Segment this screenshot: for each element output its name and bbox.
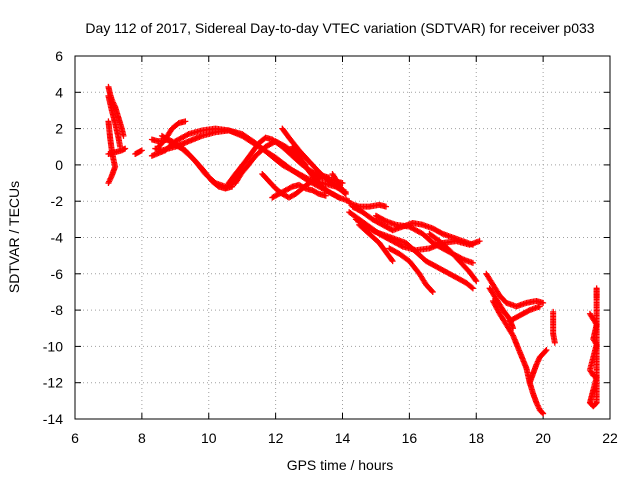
y-tick-label: -10 (43, 338, 63, 354)
chart-title: Day 112 of 2017, Sidereal Day-to-day VTE… (85, 20, 594, 36)
y-tick-label: 0 (55, 157, 63, 173)
data-point (120, 132, 127, 139)
data-point (593, 294, 600, 301)
series-pass-04 (105, 145, 129, 158)
data-point (525, 307, 532, 314)
series-pass-10 (158, 132, 236, 192)
data-point (469, 241, 476, 248)
data-point (314, 190, 321, 197)
data-point (381, 217, 388, 224)
data-point (469, 285, 476, 292)
data-point (438, 230, 445, 237)
series-pass-14 (269, 181, 329, 201)
series-pass-24 (386, 245, 436, 295)
y-tick-label: -6 (51, 266, 64, 282)
series-pass-25 (426, 230, 480, 285)
data-point (322, 192, 329, 199)
y-tick-label: -4 (51, 230, 64, 246)
data-point (469, 259, 476, 266)
x-tick-label: 6 (71, 430, 79, 446)
data-point (336, 194, 343, 201)
data-point (334, 193, 341, 200)
series-pass-01 (105, 83, 127, 139)
data-point (540, 299, 547, 306)
series-pass-16 (289, 143, 343, 201)
x-axis-label: GPS time / hours (287, 457, 394, 473)
series-pass-05 (132, 147, 145, 158)
series-pass-30 (526, 347, 550, 386)
data-point (540, 410, 547, 417)
data-point (473, 278, 480, 285)
y-tick-label: -8 (51, 302, 64, 318)
plot-frame (74, 55, 611, 420)
data-point (543, 347, 550, 354)
data-point (184, 131, 191, 138)
series-pass-21 (352, 216, 476, 292)
series-pass-02 (105, 92, 124, 150)
series-pass-15 (279, 125, 349, 197)
data-point (388, 256, 395, 263)
y-tick-label: -12 (43, 375, 63, 391)
y-tick-label: 4 (55, 84, 63, 100)
y-tick-label: 2 (55, 121, 63, 137)
series-pass-22 (356, 221, 396, 265)
data-point (138, 147, 145, 154)
x-tick-label: 16 (402, 430, 418, 446)
data-point (468, 284, 475, 291)
x-tick-label: 22 (602, 430, 618, 446)
series-pass-27 (486, 285, 517, 332)
x-tick-label: 10 (201, 430, 217, 446)
series-pass-26 (483, 270, 547, 310)
data-point (342, 190, 349, 197)
data-point (542, 347, 549, 354)
data-point (551, 339, 558, 346)
series-pass-18 (346, 200, 389, 210)
series-pass-31 (550, 308, 558, 346)
data-point (288, 184, 295, 191)
data-point (389, 258, 396, 265)
y-tick-label: 6 (55, 48, 63, 64)
y-axis-label: SDTVAR / TECUs (6, 181, 22, 293)
data-point (476, 238, 483, 245)
series-pass-09 (155, 118, 189, 150)
data-point (182, 118, 189, 125)
data-point (301, 184, 308, 191)
data-point (428, 287, 435, 294)
x-tick-label: 14 (335, 430, 351, 446)
data-point (371, 228, 378, 235)
data-point (339, 187, 346, 194)
x-tick-label: 12 (268, 430, 284, 446)
x-axis-ticks: 6 8 10 12 14 16 18 20 22 (71, 56, 618, 446)
data-point (536, 303, 543, 310)
data-point (539, 409, 546, 416)
y-axis-ticks: 6 4 2 0 -2 -4 -6 -8 -10 -12 -14 (43, 48, 610, 427)
x-tick-label: 18 (468, 430, 484, 446)
series-pass-13 (259, 170, 333, 201)
data-points (105, 83, 600, 417)
data-point (429, 288, 436, 295)
data-point (105, 180, 112, 187)
y-tick-label: -2 (51, 193, 64, 209)
grid (75, 56, 610, 419)
y-tick-label: -14 (43, 411, 63, 427)
data-point (472, 276, 479, 283)
data-point (382, 203, 389, 210)
data-point (122, 145, 129, 152)
x-tick-label: 8 (138, 430, 146, 446)
series-pass-17 (329, 170, 346, 194)
series-pass-32 (586, 285, 600, 410)
series-pass-29 (506, 303, 543, 324)
x-tick-label: 20 (535, 430, 551, 446)
